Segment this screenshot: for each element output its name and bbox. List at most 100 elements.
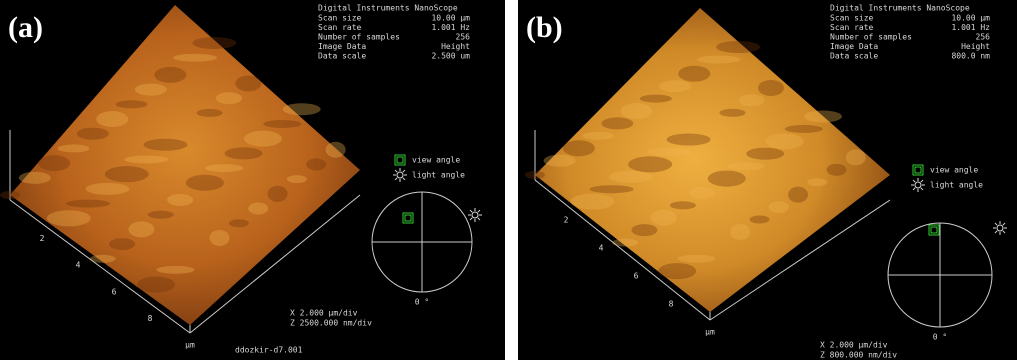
- z-scale: Z 2500.000 nm/div: [290, 319, 372, 328]
- view-angle-label: view angle: [930, 166, 978, 175]
- info-value: 256: [976, 33, 991, 42]
- x-tick-label: 6: [634, 272, 639, 281]
- surface-texture: [750, 215, 770, 223]
- info-header: Digital Instruments NanoScope: [830, 4, 970, 13]
- surface-texture: [628, 156, 672, 172]
- surface-texture: [109, 238, 135, 250]
- light-angle-label: light angle: [930, 181, 983, 190]
- surface-texture: [730, 224, 750, 240]
- x-scale: X 2.000 µm/div: [820, 341, 888, 350]
- surface-texture: [167, 194, 193, 206]
- surface-texture: [144, 139, 188, 151]
- surface-texture: [659, 80, 691, 92]
- surface-texture: [746, 148, 784, 160]
- surface-texture: [670, 201, 696, 209]
- surface-texture: [287, 175, 307, 183]
- x-tick-label: 6: [112, 287, 117, 296]
- info-key: Data scale: [318, 52, 366, 61]
- surface-texture: [563, 140, 595, 156]
- info-value: Height: [441, 42, 470, 51]
- surface-texture: [105, 166, 149, 182]
- surface-texture: [205, 164, 243, 172]
- surface-texture: [846, 149, 866, 165]
- surface-texture: [135, 84, 167, 96]
- surface-texture: [609, 171, 653, 183]
- surface-texture: [156, 266, 194, 274]
- info-key: Number of samples: [830, 33, 912, 42]
- surface-texture: [708, 171, 746, 187]
- surface-texture: [525, 171, 545, 179]
- surface-texture: [148, 211, 174, 219]
- surface-texture: [0, 191, 20, 199]
- surface-texture: [758, 80, 784, 96]
- surface-texture: [197, 109, 223, 117]
- axis-unit: µm: [185, 341, 195, 350]
- x-tick-label: 2: [564, 216, 569, 225]
- surface-texture: [739, 94, 765, 106]
- x-tick-label: 4: [76, 261, 81, 270]
- surface-texture: [647, 148, 691, 156]
- surface-texture: [229, 219, 249, 227]
- x-tick-label: 4: [599, 244, 604, 253]
- figure: 2468µm(a)Digital Instruments NanoScopeSc…: [0, 0, 1017, 360]
- info-key: Scan size: [318, 14, 362, 23]
- surface-texture: [807, 178, 827, 186]
- info-value: 800.0 nm: [951, 52, 990, 61]
- surface-texture: [590, 185, 634, 193]
- surface-texture: [582, 132, 614, 140]
- info-value: Height: [961, 42, 990, 51]
- surface-texture: [268, 186, 288, 202]
- surface-texture: [96, 111, 128, 127]
- surface-texture: [210, 230, 230, 246]
- surface-texture: [544, 155, 576, 167]
- surface-texture: [137, 277, 175, 293]
- surface-texture: [57, 144, 89, 152]
- surface-texture: [235, 75, 261, 91]
- surface-texture: [19, 172, 51, 184]
- z-scale: Z 800.000 nm/div: [820, 351, 897, 360]
- surface-texture: [651, 210, 677, 226]
- surface-texture: [66, 200, 110, 208]
- surface-texture: [621, 103, 653, 119]
- surface-texture: [116, 100, 148, 108]
- x-tick-label: 8: [148, 314, 153, 323]
- surface-texture: [248, 203, 268, 215]
- surface-texture: [326, 142, 346, 158]
- x-tick-label: 8: [669, 300, 674, 309]
- surface-texture: [769, 201, 789, 213]
- x-tick-label: 2: [40, 234, 45, 243]
- angle-label: 0 °: [933, 333, 947, 342]
- surface-texture: [788, 187, 808, 203]
- surface-texture: [689, 187, 715, 199]
- angle-label: 0 °: [415, 298, 429, 307]
- info-key: Image Data: [830, 42, 878, 51]
- surface-texture: [631, 224, 657, 236]
- view-angle-label: view angle: [412, 156, 460, 165]
- info-key: Scan size: [830, 14, 874, 23]
- surface-texture: [785, 125, 823, 133]
- surface-texture: [716, 41, 760, 53]
- surface-texture: [678, 66, 710, 82]
- surface-texture: [225, 147, 263, 159]
- surface-texture: [306, 158, 326, 170]
- surface-texture: [827, 164, 847, 176]
- x-scale: X 2.000 µm/div: [290, 309, 358, 318]
- info-value: 2.500 um: [431, 52, 470, 61]
- surface-texture: [192, 37, 236, 49]
- info-key: Image Data: [318, 42, 366, 51]
- surface-texture: [173, 54, 217, 62]
- surface-texture: [47, 210, 91, 226]
- info-key: Scan rate: [830, 23, 874, 32]
- surface-texture: [697, 55, 741, 63]
- panel-label: (b): [526, 11, 563, 44]
- info-key: Data scale: [830, 52, 878, 61]
- surface-texture: [216, 92, 242, 104]
- axis-unit: µm: [705, 328, 715, 337]
- info-key: Scan rate: [318, 23, 362, 32]
- info-value: 10.00 µm: [951, 14, 990, 23]
- info-value: 256: [456, 33, 471, 42]
- surface-texture: [263, 120, 301, 128]
- surface-texture: [612, 239, 638, 247]
